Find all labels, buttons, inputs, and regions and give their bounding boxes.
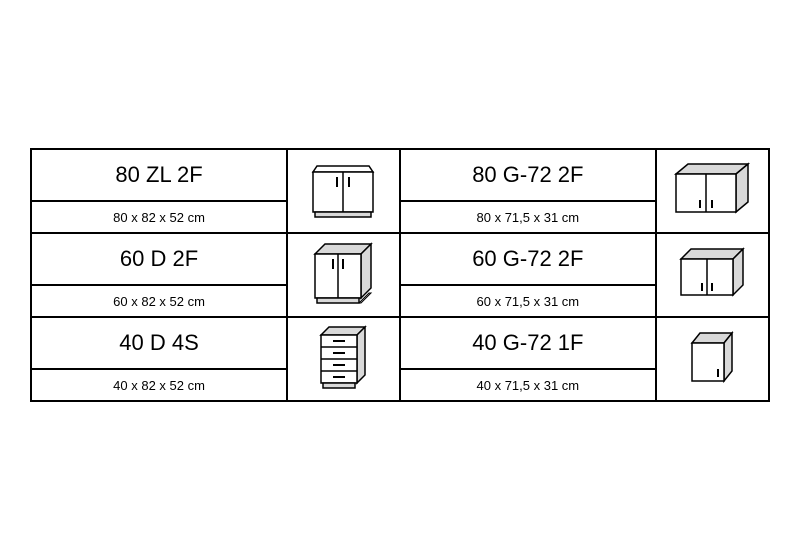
cell-name: 40 G-72 1F xyxy=(400,317,656,369)
icon-wall-2door xyxy=(656,233,769,317)
cell-dims: 40 x 71,5 x 31 cm xyxy=(400,369,656,401)
icon-wall-2door-wide xyxy=(656,149,769,233)
icon-base-2door-sink xyxy=(287,149,400,233)
cell-name: 60 D 2F xyxy=(31,233,287,285)
cabinet-spec-table: 80 ZL 2F 80 G-72 2F xyxy=(30,148,770,402)
icon-base-2door xyxy=(287,233,400,317)
icon-wall-1door xyxy=(656,317,769,401)
cell-name: 80 G-72 2F xyxy=(400,149,656,201)
cell-dims: 60 x 71,5 x 31 cm xyxy=(400,285,656,317)
cell-dims: 60 x 82 x 52 cm xyxy=(31,285,287,317)
cell-name: 80 ZL 2F xyxy=(31,149,287,201)
icon-base-4drawer xyxy=(287,317,400,401)
cell-dims: 40 x 82 x 52 cm xyxy=(31,369,287,401)
cell-dims: 80 x 82 x 52 cm xyxy=(31,201,287,233)
cell-dims: 80 x 71,5 x 31 cm xyxy=(400,201,656,233)
cell-name: 40 D 4S xyxy=(31,317,287,369)
cell-name: 60 G-72 2F xyxy=(400,233,656,285)
